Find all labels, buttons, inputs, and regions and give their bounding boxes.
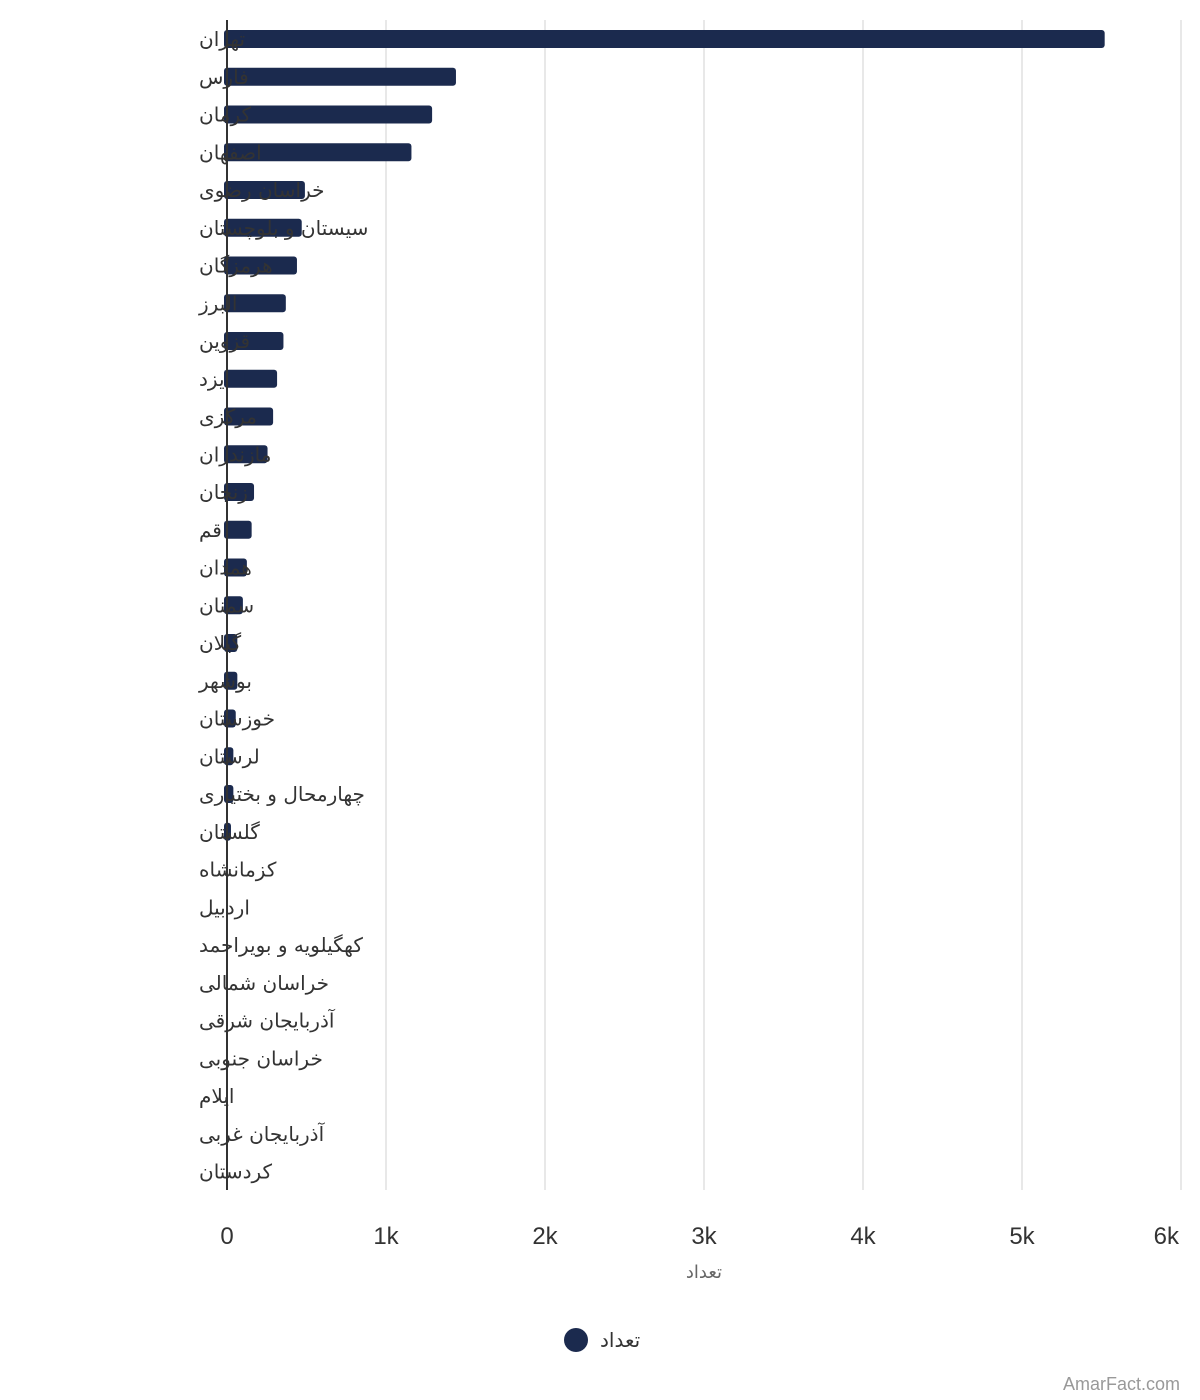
category-label: مازندران (199, 442, 271, 466)
legend-marker (564, 1328, 588, 1352)
category-label: کردستان (199, 1160, 273, 1184)
category-label: آذربایجان شرقی (199, 1008, 336, 1033)
category-label: گیلان (199, 631, 242, 655)
category-label: چهارمحال و بختیاری (199, 782, 365, 806)
bar[interactable] (224, 407, 274, 426)
bar[interactable] (224, 596, 243, 615)
category-label: لرستان (199, 744, 260, 768)
category-label: کهگیلویه و بویراحمد (199, 933, 363, 957)
category-label: همدان (199, 556, 252, 580)
bar[interactable] (224, 369, 278, 388)
bar[interactable] (224, 483, 255, 501)
category-label: خراسان رضوی (199, 178, 324, 202)
category-label: تهران (199, 27, 245, 51)
category-label: خراسان جنوبی (199, 1046, 323, 1070)
bar[interactable] (224, 256, 297, 275)
bars (224, 30, 1105, 841)
x-tick-label: 1k (373, 1223, 399, 1250)
category-label: خراسان شمالی (199, 971, 329, 995)
credit-text[interactable]: AmarFact.com (1063, 1374, 1180, 1394)
bar[interactable] (224, 181, 305, 199)
bar[interactable] (224, 294, 286, 313)
x-tick-label: 3k (691, 1223, 717, 1250)
category-label: اردبیل (199, 895, 250, 919)
category-label: اصفهان (199, 140, 262, 164)
category-label: هرمزگان (199, 254, 273, 278)
bar[interactable] (224, 67, 456, 86)
bar[interactable] (224, 558, 247, 577)
legend[interactable]: تعداد (564, 1328, 640, 1352)
x-tick-label: 0 (220, 1223, 233, 1250)
grid-lines (385, 20, 1182, 1190)
bar[interactable] (224, 30, 1105, 48)
bar[interactable] (224, 143, 412, 162)
x-tick-label: 2k (532, 1223, 558, 1250)
category-label: کزمانشاه (199, 858, 277, 882)
bar[interactable] (224, 218, 302, 237)
category-label: آذربایجان غربی (199, 1121, 326, 1146)
category-label: بوشهر (198, 669, 252, 693)
category-label: سیستان و بلوچستان (199, 216, 368, 240)
bar[interactable] (224, 520, 252, 539)
x-axis-title: تعداد (686, 1262, 722, 1283)
legend-label: تعداد (600, 1328, 640, 1352)
x-tick-label: 5k (1009, 1223, 1035, 1250)
bar[interactable] (224, 105, 433, 124)
x-tick-label: 6k (1154, 1223, 1180, 1250)
category-label: قم (199, 518, 222, 542)
category-label: قزوین (199, 329, 250, 353)
category-label: فارس (199, 65, 249, 89)
bar[interactable] (224, 445, 268, 464)
x-tick-labels: 0 1k 2k 3k 4k 5k 6k (220, 1223, 1180, 1250)
category-label: کرمان (199, 103, 252, 127)
category-label: خوزستان (199, 707, 275, 731)
category-label: البرز (198, 291, 237, 315)
category-label: ایلام (199, 1084, 234, 1108)
category-label: گلستان (199, 820, 260, 844)
x-tick-label: 4k (850, 1223, 876, 1250)
category-labels: تهران فارس کرمان اصفهان خراسان رضوی سیستان و … (198, 27, 368, 1184)
category-label: زنجان (199, 480, 248, 504)
bar[interactable] (224, 332, 284, 350)
category-label: یزد (199, 367, 225, 391)
